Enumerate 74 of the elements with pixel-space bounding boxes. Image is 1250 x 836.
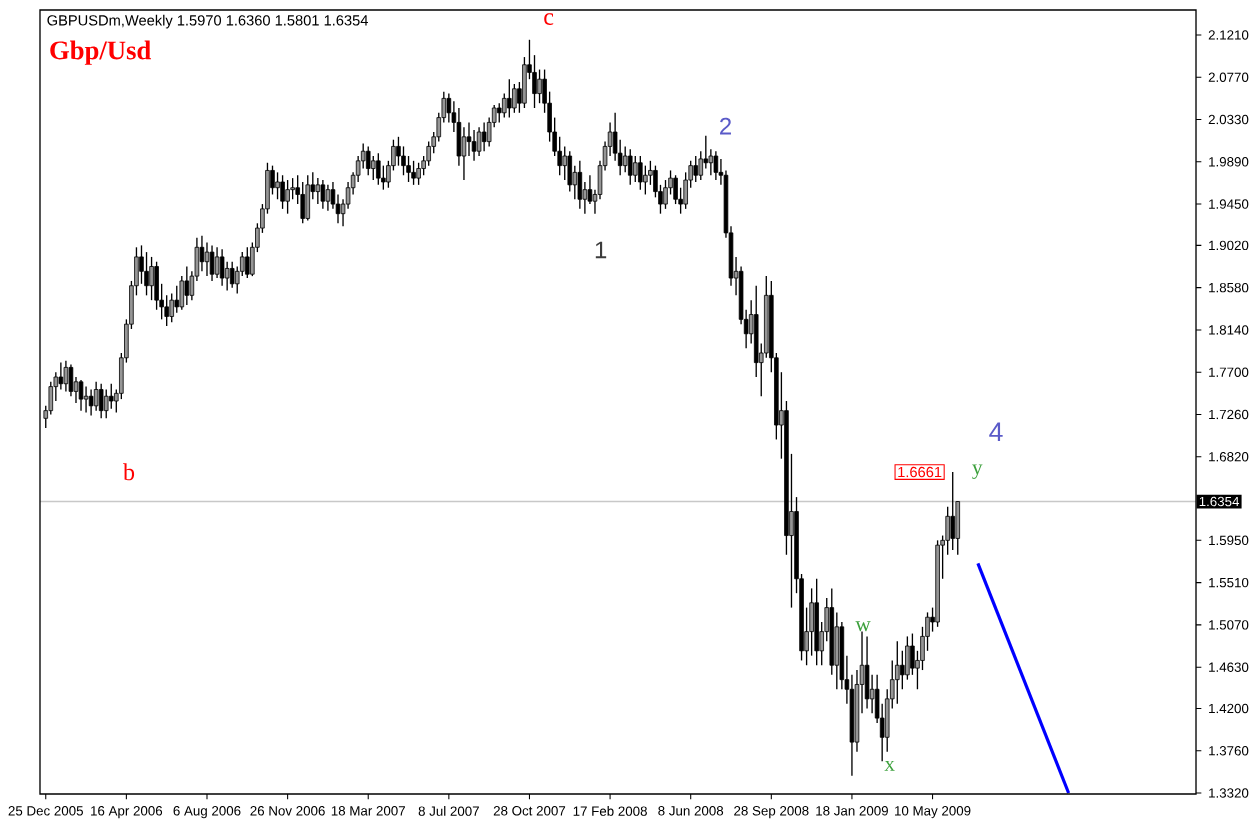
candlestick xyxy=(305,174,311,222)
candlestick xyxy=(471,129,477,162)
candlestick xyxy=(713,150,719,181)
candlestick xyxy=(496,102,502,124)
candlestick xyxy=(88,388,94,417)
candlestick xyxy=(567,150,573,193)
candlestick xyxy=(900,650,905,690)
candlestick xyxy=(245,246,250,279)
candlestick xyxy=(285,179,290,215)
annotation: c xyxy=(544,13,554,25)
candlestick xyxy=(275,171,280,200)
candlestick xyxy=(446,92,452,124)
candlestick xyxy=(169,292,174,323)
candlestick xyxy=(184,265,190,306)
candlestick xyxy=(507,78,512,119)
candlestick xyxy=(325,184,331,212)
candlestick xyxy=(512,83,517,114)
candlestick xyxy=(864,635,870,710)
candlestick xyxy=(638,155,643,191)
candlestick xyxy=(633,155,638,183)
annotation: b xyxy=(123,463,135,481)
candlestick xyxy=(834,611,840,690)
candlestick xyxy=(562,145,567,181)
candlestick xyxy=(371,155,376,181)
candlestick xyxy=(476,126,482,157)
candlestick xyxy=(98,383,104,419)
candlestick xyxy=(149,256,154,301)
candlestick xyxy=(627,148,633,186)
candlestick xyxy=(229,261,235,289)
candlestick xyxy=(174,285,180,314)
annotation: 1 xyxy=(595,241,607,259)
candlestick xyxy=(209,244,215,282)
candlestick xyxy=(648,160,653,186)
candlestick xyxy=(204,241,210,277)
annotation: w xyxy=(855,621,871,632)
candlestick xyxy=(396,136,401,167)
annotation: 2 xyxy=(720,117,731,135)
candlestick xyxy=(103,388,109,419)
candlestick xyxy=(905,635,910,681)
candlestick xyxy=(179,275,185,311)
candlestick xyxy=(703,135,709,170)
candlestick xyxy=(315,177,321,205)
candlestick xyxy=(154,261,159,311)
candlestick xyxy=(577,160,583,210)
candlestick xyxy=(895,640,900,705)
annotation: x xyxy=(884,760,895,771)
annotation: y xyxy=(972,464,983,479)
candlestick xyxy=(93,381,99,412)
candlestick xyxy=(622,145,628,174)
candlestick xyxy=(693,155,699,183)
candlestick xyxy=(219,248,225,287)
candlestick xyxy=(376,152,381,186)
candlestick xyxy=(83,385,89,414)
candlestick xyxy=(481,121,487,152)
candlestick xyxy=(214,246,220,279)
candlestick xyxy=(416,162,421,186)
candlestick xyxy=(108,383,114,410)
candlestick xyxy=(280,174,285,210)
candlestick xyxy=(300,181,305,224)
annotation: 4 xyxy=(989,422,1003,441)
candlestick xyxy=(63,360,69,393)
candlestick xyxy=(411,160,416,186)
candlestick xyxy=(68,363,74,397)
text: Gbp/Usd xyxy=(50,40,151,65)
candlestick xyxy=(320,179,326,210)
candlestick xyxy=(78,379,84,412)
candlestick xyxy=(144,251,149,297)
candlestick xyxy=(950,471,955,551)
candlestick xyxy=(537,68,542,104)
candlestick xyxy=(401,145,406,176)
candlestick xyxy=(365,145,371,176)
candlestick xyxy=(643,164,648,196)
candlestick xyxy=(809,587,814,657)
candlestick xyxy=(426,140,431,167)
